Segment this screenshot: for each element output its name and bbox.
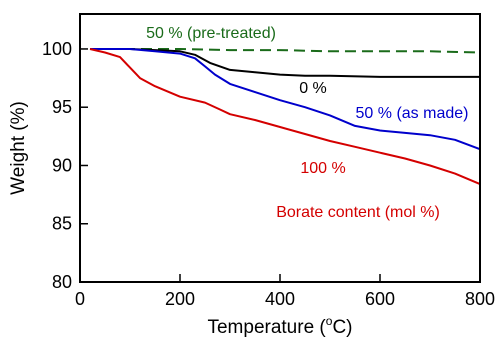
x-tick-label: 600 <box>365 289 395 309</box>
series-line-2 <box>90 48 480 78</box>
x-tick-label: 200 <box>165 289 195 309</box>
ticks-group: 0 200 400 600 800 80 85 90 95 100 <box>42 39 495 309</box>
series-label-2: 0 % <box>299 80 327 97</box>
series-label-4: 100 % <box>300 160 345 177</box>
series-group <box>89 48 481 186</box>
y-axis-title: Weight (%) <box>8 101 29 195</box>
series-line-4 <box>89 48 481 186</box>
y-tick-label: 90 <box>52 155 72 175</box>
x-tick-label: 800 <box>465 289 495 309</box>
x-axis-title: Temperature (oC) <box>207 314 352 338</box>
x-tick-label: 400 <box>265 289 295 309</box>
y-tick-label: 95 <box>52 97 72 117</box>
series-label-3: 50 % (as made) <box>356 105 469 122</box>
series-line-3 <box>90 48 481 151</box>
y-tick-label: 80 <box>52 272 72 292</box>
x-tick-label: 0 <box>75 289 85 309</box>
plot-frame <box>79 13 481 283</box>
annotation-borate-content: Borate content (mol %) <box>276 204 440 221</box>
x-axis-title-unit: C) <box>332 317 352 338</box>
series-labels-group: 50 % (pre-treated) 0 % 50 % (as made) 100 %… <box>146 25 468 221</box>
y-tick-label: 100 <box>42 39 72 59</box>
x-axis-title-main: Temperature ( <box>207 317 326 338</box>
y-tick-label: 85 <box>52 214 72 234</box>
series-label-1: 50 % (pre-treated) <box>146 25 276 42</box>
x-axis-title-degree: o <box>326 314 333 328</box>
